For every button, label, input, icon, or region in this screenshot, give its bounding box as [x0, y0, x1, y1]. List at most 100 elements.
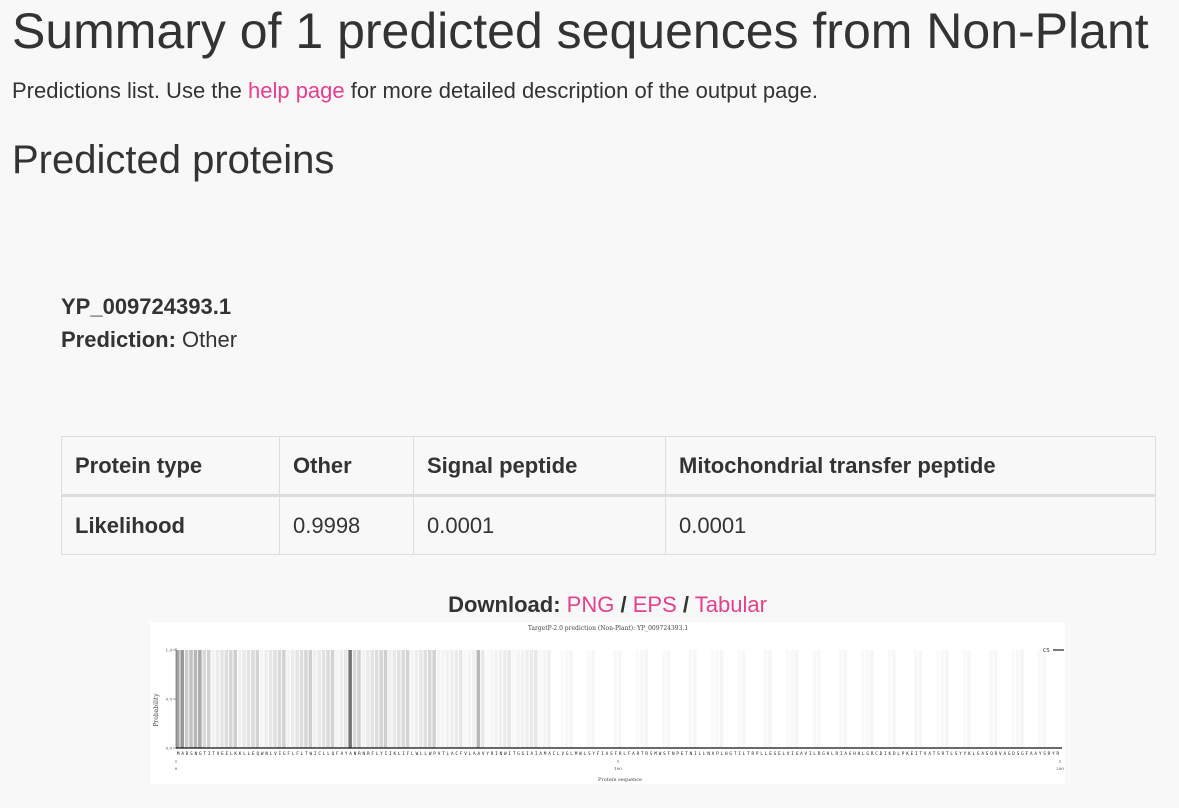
sequence-letter: A: [477, 751, 480, 757]
header-signal-peptide: Signal peptide: [413, 436, 666, 497]
sequence-letter: L: [323, 751, 326, 757]
probability-band: [436, 650, 441, 748]
sequence-letter: V: [274, 751, 277, 757]
sequence-letter: L: [327, 751, 330, 757]
sequence-letter: T: [203, 751, 206, 757]
probability-band: [242, 650, 246, 748]
probability-band: [547, 650, 551, 748]
section-title: Predicted proteins: [12, 138, 335, 182]
probability-band: [313, 650, 317, 748]
download-tabular-link[interactable]: Tabular: [694, 592, 767, 617]
probability-band: [277, 650, 282, 748]
sequence-letter: I: [601, 751, 604, 757]
sequence-letter: D: [1012, 751, 1015, 757]
sequence-letter: P: [676, 751, 679, 757]
probability-band: [251, 650, 255, 748]
download-png-link[interactable]: PNG: [566, 592, 615, 617]
sequence-letter: F: [296, 751, 299, 757]
sequence-letter: L: [230, 751, 233, 757]
sequence-letter: T: [685, 751, 688, 757]
probability-band: [366, 650, 370, 748]
sequence-letter: L: [950, 751, 953, 757]
sequence-letter: V: [482, 751, 485, 757]
sequence-letter: Y: [592, 751, 595, 757]
sequence-letter: K: [239, 751, 242, 757]
sequence-letter: K: [393, 751, 396, 757]
sequence-letter: A: [981, 751, 984, 757]
sequence-letter: A: [928, 751, 931, 757]
page-title: Summary of 1 predicted sequences from No…: [12, 3, 1149, 59]
sequence-letter: F: [371, 751, 374, 757]
sequence-letter: L: [270, 751, 273, 757]
sequence-letter: A: [349, 751, 352, 757]
probability-bands: [176, 650, 799, 748]
intro-text: Predictions list. Use the help page for …: [12, 78, 818, 104]
sequence-letter: R: [942, 751, 945, 757]
sequence-letter: W: [310, 751, 313, 757]
probability-band: [268, 650, 273, 748]
sequence-letter: N: [690, 751, 693, 757]
probability-band: [795, 650, 799, 748]
download-eps-link[interactable]: EPS: [632, 592, 677, 617]
help-page-link[interactable]: help page: [247, 78, 345, 103]
sequence-letter: L: [411, 751, 414, 757]
sequence-letter: N: [195, 751, 198, 757]
probability-band: [348, 650, 352, 748]
sequence-letter: H: [725, 751, 728, 757]
probability-band: [264, 650, 268, 748]
sequence-letter: T: [919, 751, 922, 757]
sequence-letter: A: [606, 751, 609, 757]
probability-band: [490, 650, 494, 748]
sequence-letter: A: [1034, 751, 1037, 757]
probability-band: [764, 650, 768, 748]
sequence-letter: V: [464, 751, 467, 757]
probability-band: [614, 650, 618, 748]
sequence-letter: T: [442, 751, 445, 757]
sequence-letter: A: [531, 751, 534, 757]
probability-band: [503, 650, 507, 748]
sequence-letter: R: [1048, 751, 1051, 757]
sequence-letter: M: [575, 751, 578, 757]
sequence-letter: G: [566, 751, 569, 757]
probability-band: [520, 650, 525, 748]
sequence-letter: L: [398, 751, 401, 757]
sequence-letter: W: [261, 751, 264, 757]
probability-band: [720, 650, 724, 748]
sequence-letter: L: [765, 751, 768, 757]
probability-band: [591, 650, 595, 748]
probability-band: [667, 650, 671, 748]
sequence-letter: P: [716, 751, 719, 757]
sequence-letter: F: [614, 751, 617, 757]
sequence-letter: S: [955, 751, 958, 757]
sequence-letter: G: [1008, 751, 1011, 757]
sequence-letter: F: [460, 751, 463, 757]
header-mitochondrial-transfer-peptide: Mitochondrial transfer peptide: [665, 436, 1156, 497]
y-tick-label: 1.0: [166, 648, 173, 653]
sequence-letter: V: [924, 751, 927, 757]
probability-band: [259, 650, 264, 748]
sequence-letter: G: [517, 751, 520, 757]
probability-band: [507, 650, 512, 748]
sequence-letter: S: [1017, 751, 1020, 757]
sequence-letter: D: [186, 751, 189, 757]
probability-band: [463, 650, 467, 748]
plot-xlabel: Protein sequence: [598, 777, 642, 783]
probability-band: [494, 650, 498, 748]
probability-band: [662, 650, 666, 748]
sequence-letter: A: [1030, 751, 1033, 757]
probability-band: [569, 650, 573, 748]
sequence-letter: L: [469, 751, 472, 757]
probability-band: [618, 650, 622, 748]
probability-band: [414, 650, 419, 748]
value-mitochondrial-transfer-peptide: 0.0001: [665, 495, 1156, 555]
probability-band: [480, 650, 485, 748]
probability-band: [476, 650, 481, 748]
sequence-letter: M: [544, 751, 547, 757]
download-separator: /: [620, 592, 627, 617]
sequence-letter: Y: [1052, 751, 1055, 757]
download-separator: /: [682, 592, 690, 617]
sequence-letter: Y: [380, 751, 383, 757]
sequence-letter: K: [889, 751, 892, 757]
probability-band: [220, 650, 224, 748]
sequence-letter: E: [911, 751, 914, 757]
